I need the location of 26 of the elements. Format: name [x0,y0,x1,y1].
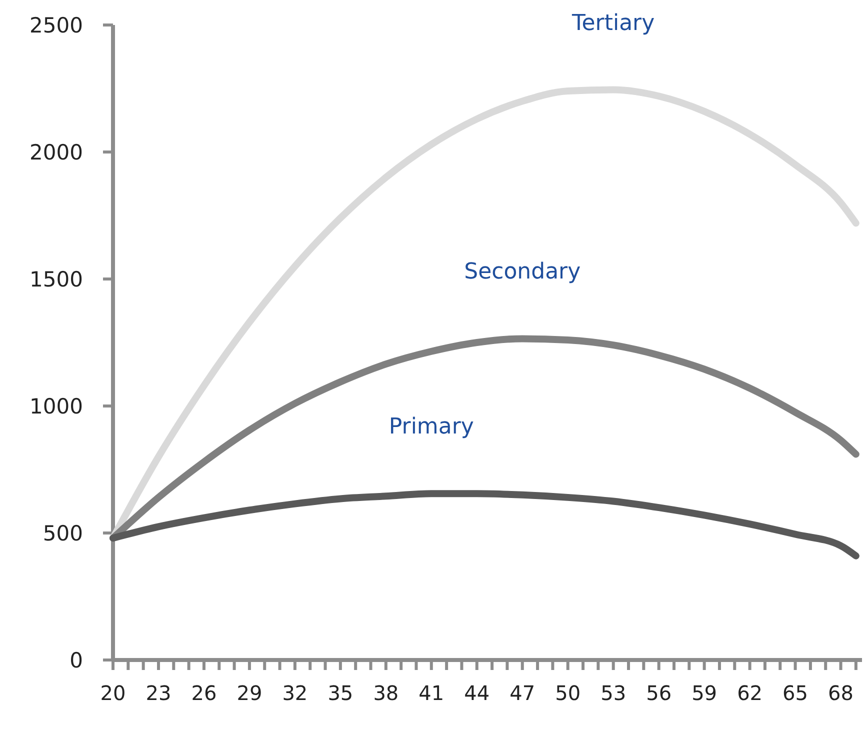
x-tick-label: 56 [646,681,672,705]
x-tick-label: 65 [782,681,808,705]
x-tick-label: 50 [555,681,581,705]
text: Primary [388,414,474,440]
y-tick-label: 2000 [30,140,83,164]
y-tick-label: 500 [42,521,83,546]
y-tick-label: 0 [70,648,83,672]
y-tick-label: 1500 [30,267,83,292]
x-tick-label: 68 [828,681,854,705]
x-tick-label: 32 [282,681,308,705]
x-tick-label: 41 [418,681,444,705]
x-tick-label: 44 [464,681,490,705]
x-tick-label: 62 [737,681,763,705]
text: Tertiary [571,10,655,36]
x-tick-label: 35 [328,681,354,705]
y-tick-label: 2500 [30,13,83,38]
x-tick-label: 47 [510,681,536,705]
x-tick-label: 20 [100,681,126,705]
x-tick-label: 38 [373,681,399,705]
x-tick-label: 53 [600,681,626,705]
text: Secondary [464,260,581,285]
y-tick-label: 1000 [30,394,83,418]
x-tick-label: 29 [236,681,262,705]
x-tick-label: 23 [146,681,172,705]
x-tick-label: 26 [191,681,217,705]
x-tick-label: 59 [692,681,718,705]
